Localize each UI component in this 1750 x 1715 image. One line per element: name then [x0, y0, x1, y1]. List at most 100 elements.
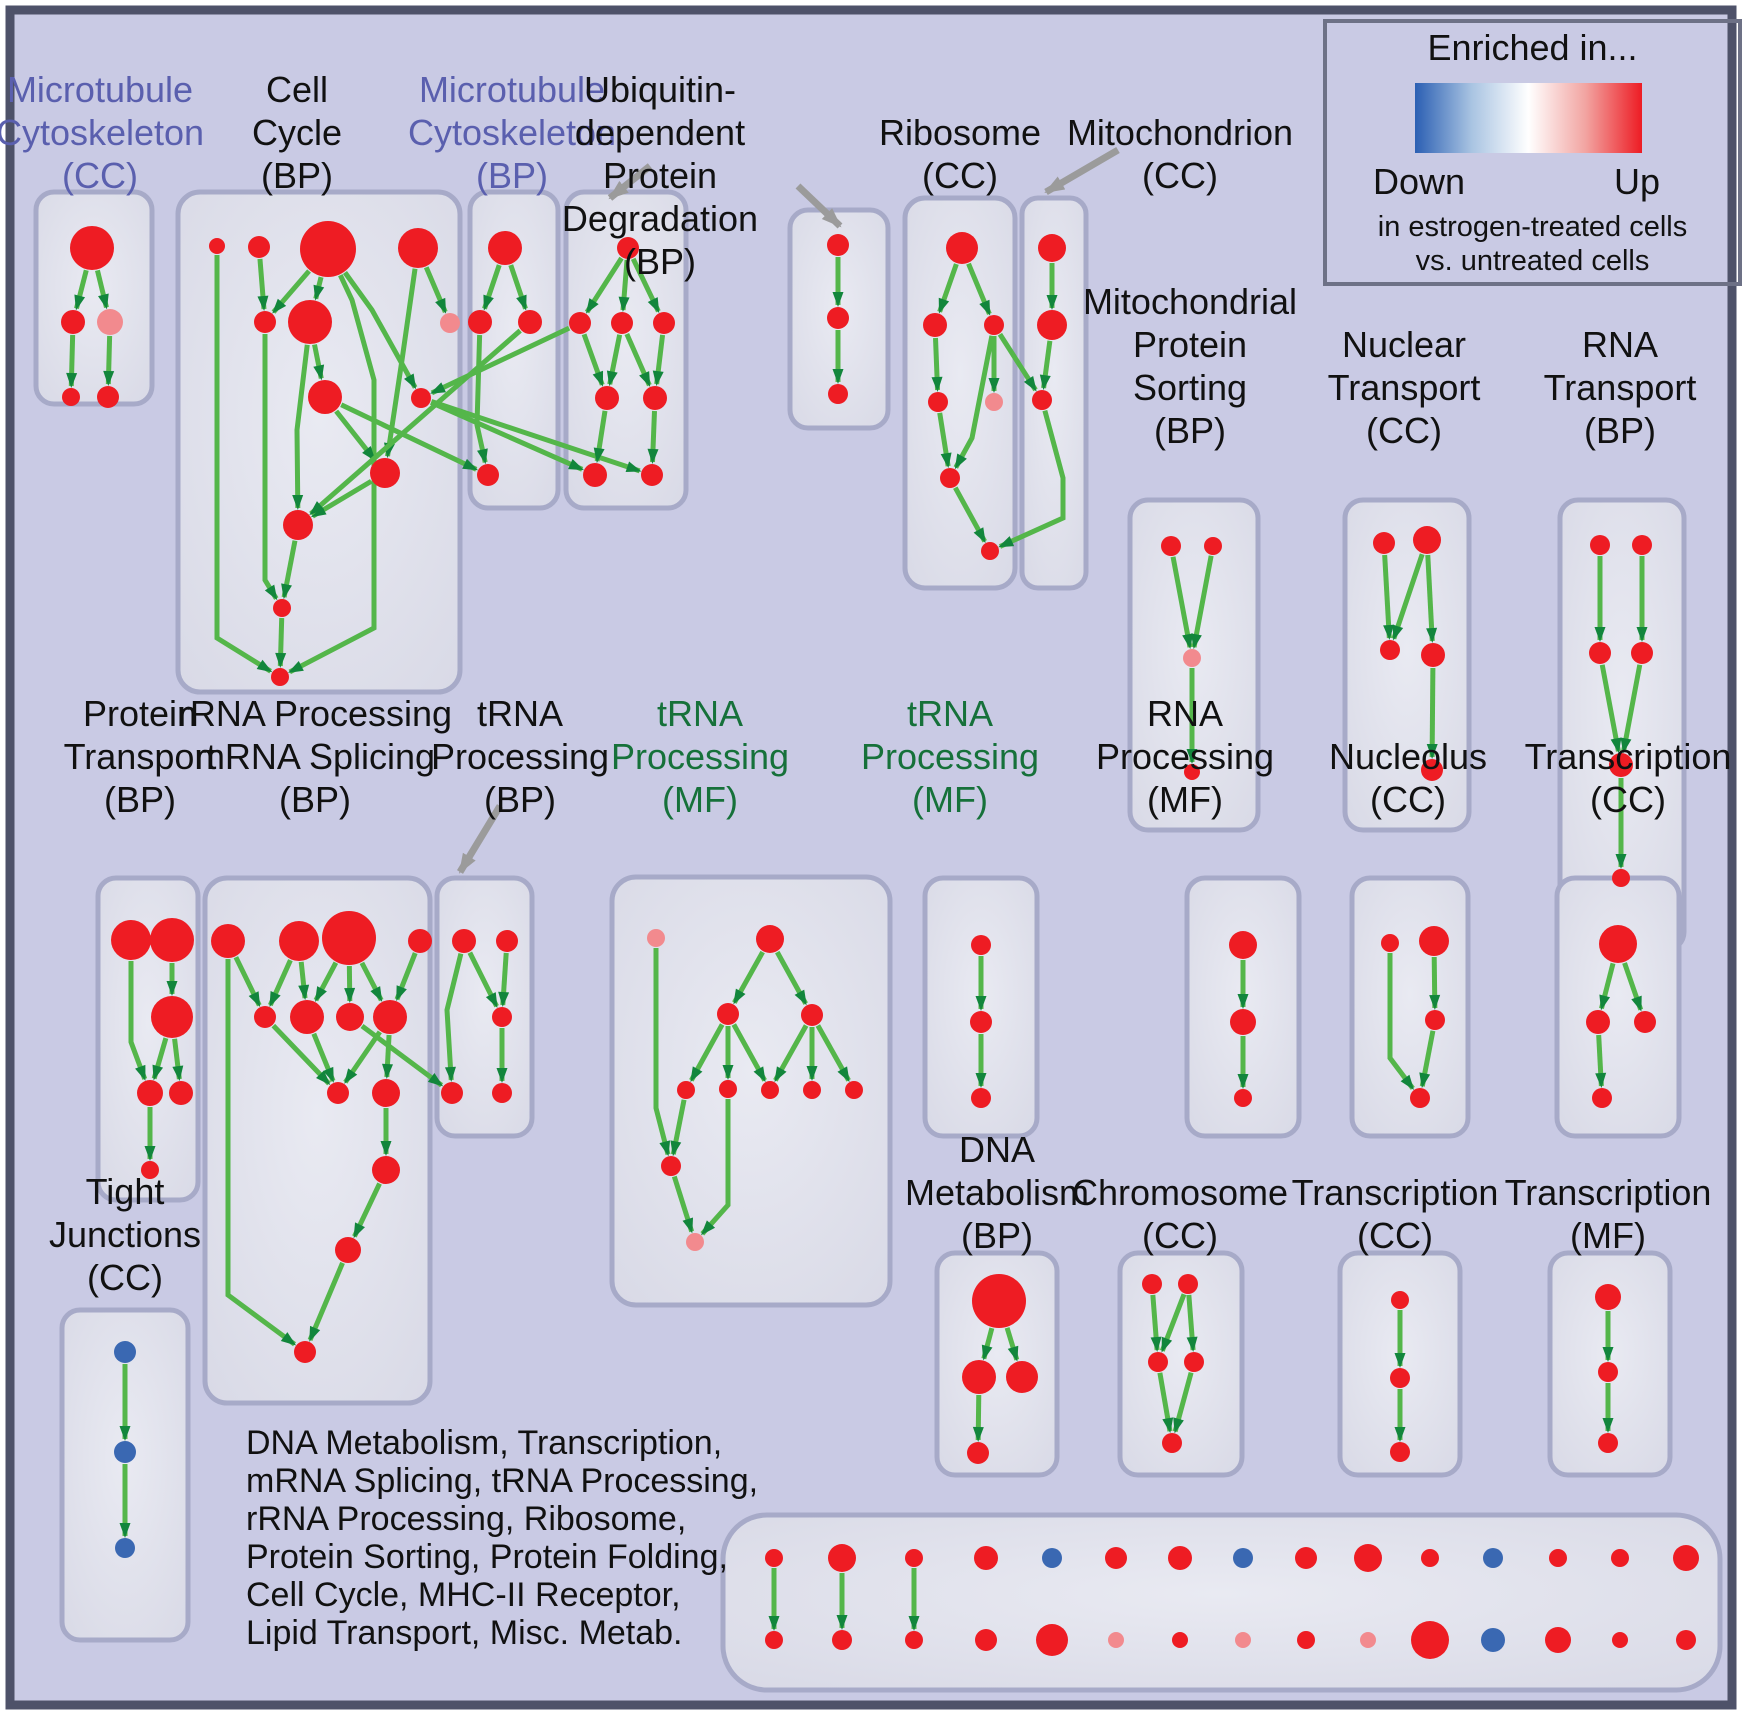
go-term-node-cc8 — [308, 380, 342, 414]
go-term-node-g5 — [677, 1081, 695, 1099]
go-term-node-k3 — [1425, 1010, 1445, 1030]
edge-mb2-mb4 — [474, 334, 488, 465]
go-term-node-g11 — [686, 1233, 704, 1251]
edge-rt4-rt5 — [1620, 664, 1643, 754]
go-term-node-k4 — [1410, 1088, 1430, 1108]
edge-g4-g7 — [773, 1024, 809, 1083]
go-term-node-d2 — [962, 1360, 996, 1394]
go-term-node-pp2 — [1204, 537, 1222, 555]
edge-l2-l4 — [1595, 1034, 1607, 1089]
legend-subtitle-2: vs. untreated cells — [1415, 245, 1650, 277]
go-term-node-ma3 — [97, 309, 123, 335]
edge-mc2-mc3 — [1039, 340, 1053, 391]
legend-gradient-bar — [1415, 83, 1642, 153]
go-term-node-bb6 — [1108, 1632, 1124, 1648]
go-term-node-qa3 — [828, 384, 848, 404]
label-pointer-arrow-2 — [1044, 146, 1120, 196]
edge-g3-g5 — [689, 1023, 725, 1083]
edge-k3-k4 — [1419, 1030, 1436, 1089]
go-term-node-rt1 — [1590, 535, 1610, 555]
go-term-node-ub3 — [611, 312, 633, 334]
go-term-node-bt12 — [1483, 1548, 1503, 1568]
edge-cc3-cc6 — [313, 276, 325, 301]
go-term-node-h2 — [970, 1011, 992, 1033]
edge-s1-s5 — [233, 956, 262, 1008]
go-term-node-bb12 — [1481, 1628, 1505, 1652]
go-term-node-rt3 — [1589, 642, 1611, 664]
go-term-node-g9 — [845, 1081, 863, 1099]
go-term-node-f3 — [1390, 1442, 1410, 1462]
go-term-node-mb3 — [518, 310, 542, 334]
go-term-node-qa1 — [827, 234, 849, 256]
go-term-node-cc1 — [209, 238, 225, 254]
go-term-node-qa2 — [827, 307, 849, 329]
text-line: DNA Metabolism, Transcription, — [246, 1424, 723, 1462]
edge-s6-s9 — [311, 1032, 336, 1083]
edge-cc8-cc10 — [334, 409, 377, 462]
go-term-node-bt5 — [1042, 1548, 1062, 1568]
go-term-node-nt1 — [1373, 532, 1395, 554]
edge-pp1-pp3 — [1170, 556, 1193, 650]
go-term-node-pp1 — [1161, 536, 1181, 556]
go-term-node-g3 — [717, 1003, 739, 1025]
edge-rb4-rb6 — [937, 412, 952, 469]
go-term-node-bt7 — [1168, 1546, 1192, 1570]
edge-ub1-ub4 — [630, 257, 661, 314]
go-term-node-mc3 — [1032, 390, 1052, 410]
edge-ub6-ub8 — [647, 410, 659, 465]
edge-s8-s10 — [382, 1034, 394, 1080]
cluster-box-mitochondrion — [1019, 195, 1089, 591]
go-term-node-j2 — [1230, 1009, 1256, 1035]
go-term-node-rb5 — [985, 393, 1003, 411]
cluster-box-summary-strip — [720, 1512, 1723, 1693]
go-term-node-w1 — [1595, 1284, 1621, 1310]
edge-rb6-rb7 — [953, 486, 987, 544]
edge-cc9-ub7 — [430, 400, 585, 472]
go-term-node-s5 — [254, 1006, 276, 1028]
go-term-node-rb4 — [928, 392, 948, 412]
go-term-node-pt5 — [169, 1081, 193, 1105]
go-term-node-rb7 — [981, 542, 999, 560]
go-term-node-mb4 — [477, 464, 499, 486]
edge-cc3-cc13 — [287, 274, 377, 675]
edge-cc12-cc13 — [275, 617, 287, 669]
edge-cc11-cc12 — [281, 540, 298, 600]
go-term-node-ub5 — [595, 386, 619, 410]
edge-ma3-ma5 — [103, 335, 115, 387]
go-term-node-rb1 — [946, 232, 978, 264]
go-term-node-cc9 — [411, 388, 431, 408]
go-term-node-e3 — [1148, 1352, 1168, 1372]
cluster-box-chromosome — [1117, 1250, 1245, 1478]
go-term-node-g6 — [719, 1080, 737, 1098]
go-term-node-e4 — [1184, 1352, 1204, 1372]
go-term-node-e2 — [1178, 1274, 1198, 1294]
edge-nt2-nt4 — [1425, 554, 1438, 644]
edge-cc3-cc5 — [271, 269, 311, 314]
go-term-node-bt9 — [1295, 1547, 1317, 1569]
go-term-node-rb2 — [923, 313, 947, 337]
edge-rb2-rb4 — [931, 337, 943, 393]
go-term-node-ub2 — [569, 312, 591, 334]
edge-cc8-mb4 — [340, 402, 479, 472]
go-term-node-cc12 — [273, 599, 291, 617]
go-term-node-bb11 — [1411, 1621, 1449, 1659]
label-pointer-arrow-1 — [795, 183, 843, 229]
go-term-node-tb3 — [492, 1007, 512, 1027]
edge-ma1-ma3 — [95, 269, 109, 310]
cluster-box-transcription-cc-1 — [1554, 875, 1682, 1139]
go-term-node-g7 — [761, 1081, 779, 1099]
edge-d2-d4 — [972, 1394, 984, 1443]
go-term-node-ma1 — [70, 226, 114, 270]
go-term-node-mb1 — [488, 231, 522, 265]
go-term-node-ub1 — [617, 237, 639, 259]
go-term-node-g8 — [803, 1081, 821, 1099]
go-term-node-bb3 — [905, 1631, 923, 1649]
go-term-node-bb13 — [1545, 1627, 1571, 1653]
go-term-node-w2 — [1598, 1362, 1618, 1382]
go-term-node-nt3 — [1380, 640, 1400, 660]
collapsed-categories-text: DNA Metabolism, Transcription, mRNA Spli… — [246, 1424, 758, 1652]
go-term-node-bb5 — [1036, 1624, 1068, 1656]
go-term-node-ub8 — [641, 464, 663, 486]
go-term-node-rt6 — [1612, 869, 1630, 887]
